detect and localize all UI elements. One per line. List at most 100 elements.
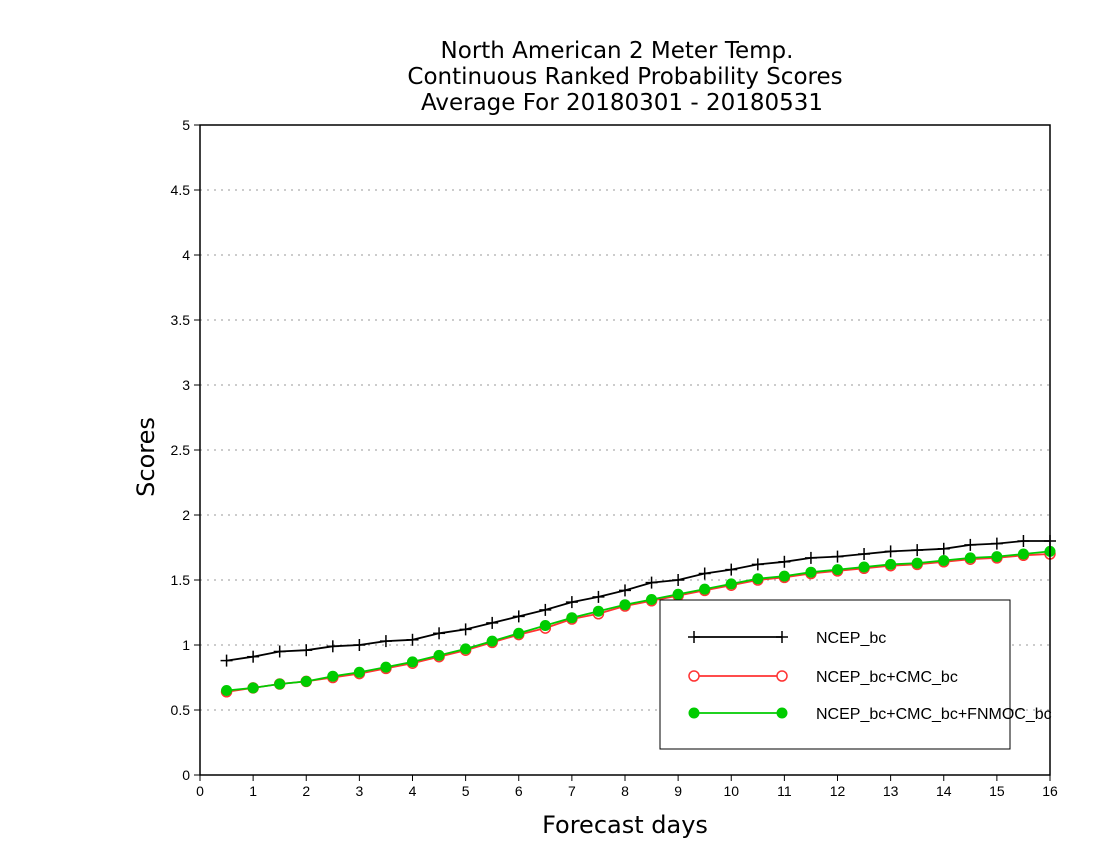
data-point-filled-circle	[964, 552, 976, 564]
data-point-plus	[565, 596, 578, 609]
x-tick-label: 12	[830, 783, 846, 799]
legend: NCEP_bc NCEP_bc+CMC_bc NCEP_bc+CMC_bc+FNMO…	[659, 599, 1052, 750]
y-axis-label: Scores	[132, 417, 160, 497]
data-point-filled-circle	[1017, 548, 1029, 560]
legend-label: NCEP_bc+CMC_bc	[816, 669, 958, 686]
data-point-plus	[804, 551, 817, 564]
x-tick-label: 4	[409, 783, 417, 799]
data-point-plus	[911, 544, 924, 557]
x-tick-label: 0	[196, 783, 204, 799]
data-point-filled-circle	[672, 588, 684, 600]
legend-box	[659, 599, 1011, 750]
chart-title-line-1: North American 2 Meter Temp.	[441, 38, 794, 64]
data-point-filled-circle	[752, 573, 764, 585]
data-point-filled-circle	[699, 583, 711, 595]
data-point-filled-circle	[776, 707, 788, 719]
x-axis-label: Forecast days	[542, 811, 708, 839]
data-point-plus	[672, 574, 685, 586]
data-point-filled-circle	[327, 670, 339, 682]
data-point-plus	[645, 576, 658, 589]
x-tick-label: 3	[355, 783, 363, 799]
x-tick-label: 9	[674, 783, 682, 799]
data-point-filled-circle	[885, 558, 897, 570]
y-tick-label: 2.5	[171, 442, 191, 458]
data-point-plus	[778, 555, 791, 568]
data-point-plus	[858, 548, 871, 560]
y-tick-label: 4.5	[171, 182, 191, 198]
data-point-plus	[353, 639, 366, 651]
data-point-plus	[379, 635, 392, 648]
legend-item-1: NCEP_bc	[688, 630, 886, 647]
legend-label: NCEP_bc	[816, 630, 886, 647]
data-point-plus	[751, 558, 764, 571]
y-tick-label: 0	[182, 767, 190, 783]
legend-item-2: NCEP_bc+CMC_bc	[688, 669, 958, 686]
data-point-plus	[326, 640, 339, 653]
data-point-filled-circle	[513, 627, 525, 639]
data-point-filled-circle	[688, 707, 700, 719]
data-point-filled-circle	[938, 555, 950, 566]
x-tick-label: 7	[568, 783, 576, 799]
data-point-filled-circle	[778, 570, 790, 582]
data-point-filled-circle	[725, 578, 737, 590]
data-point-plus	[619, 584, 631, 597]
data-point-filled-circle	[911, 557, 923, 569]
x-tick-label: 14	[936, 783, 952, 799]
x-tick-label: 16	[1042, 783, 1058, 799]
data-point-filled-circle	[991, 551, 1003, 563]
data-point-filled-circle	[433, 649, 445, 661]
chart-title-line-2: Continuous Ranked Probability Scores	[407, 64, 842, 90]
x-tick-label: 13	[883, 783, 899, 799]
x-tick-label: 5	[462, 783, 470, 799]
data-point-plus	[776, 631, 788, 643]
x-tick-label: 11	[777, 783, 792, 799]
data-point-plus	[433, 627, 446, 640]
y-tick-label: 5	[182, 117, 190, 133]
data-point-filled-circle	[274, 678, 286, 690]
data-point-filled-circle	[300, 675, 312, 687]
data-point-open-circle	[688, 670, 700, 682]
series-3	[221, 545, 1056, 696]
legend-item-3: NCEP_bc+CMC_bc+FNMOC_bc	[688, 706, 1052, 723]
data-point-plus	[831, 550, 844, 563]
data-point-filled-circle	[592, 605, 604, 617]
data-point-plus	[592, 590, 605, 603]
data-point-filled-circle	[805, 566, 817, 578]
legend-label: NCEP_bc+CMC_bc+FNMOC_bc	[816, 706, 1052, 723]
y-tick-label: 1	[182, 637, 190, 653]
data-point-plus	[273, 645, 286, 658]
data-point-plus	[512, 610, 525, 623]
plot-frame	[199, 124, 1051, 776]
x-tick-label: 2	[302, 783, 310, 799]
data-point-filled-circle	[353, 666, 365, 678]
x-tick-label: 10	[723, 783, 739, 799]
data-point-filled-circle	[247, 682, 259, 694]
data-point-filled-circle	[566, 612, 578, 624]
data-point-filled-circle	[646, 594, 658, 605]
data-point-plus	[247, 650, 260, 663]
series-1	[220, 535, 1056, 667]
data-point-plus	[459, 623, 472, 636]
y-tick-label: 1.5	[171, 572, 191, 588]
data-point-plus	[937, 542, 950, 555]
data-point-plus	[220, 654, 233, 667]
x-axis-ticks: 0 1 2 3 4 5 6 7 8 9 10 11 12 13 14 15 16	[196, 775, 1058, 799]
chart-title-line-3: Average For 20180301 - 20180531	[421, 90, 823, 116]
x-tick-label: 15	[989, 783, 1005, 799]
data-point-plus	[698, 567, 711, 580]
data-point-plus	[884, 545, 897, 558]
data-point-filled-circle	[832, 564, 843, 576]
data-point-plus	[688, 631, 700, 643]
y-tick-label: 3.5	[171, 312, 191, 328]
data-point-plus	[990, 537, 1003, 550]
data-point-plus	[406, 633, 419, 646]
y-tick-label: 3	[182, 377, 190, 393]
x-tick-label: 6	[515, 783, 523, 799]
y-axis-ticks: 0 0.5 1 1.5 2 2.5 3 3.5 4 4.5 5	[171, 117, 200, 783]
series-group	[220, 535, 1056, 698]
data-point-open-circle	[776, 670, 788, 682]
x-tick-label: 8	[621, 783, 629, 799]
data-point-filled-circle	[858, 561, 870, 573]
data-point-filled-circle	[380, 661, 392, 673]
